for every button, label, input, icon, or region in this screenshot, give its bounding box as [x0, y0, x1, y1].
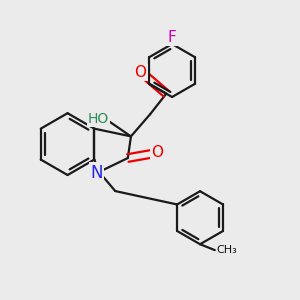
Text: CH₃: CH₃ [216, 245, 237, 255]
Text: F: F [168, 30, 176, 45]
Text: HO: HO [88, 112, 109, 126]
Text: N: N [91, 164, 103, 182]
Text: O: O [134, 65, 146, 80]
Text: O: O [151, 145, 163, 160]
